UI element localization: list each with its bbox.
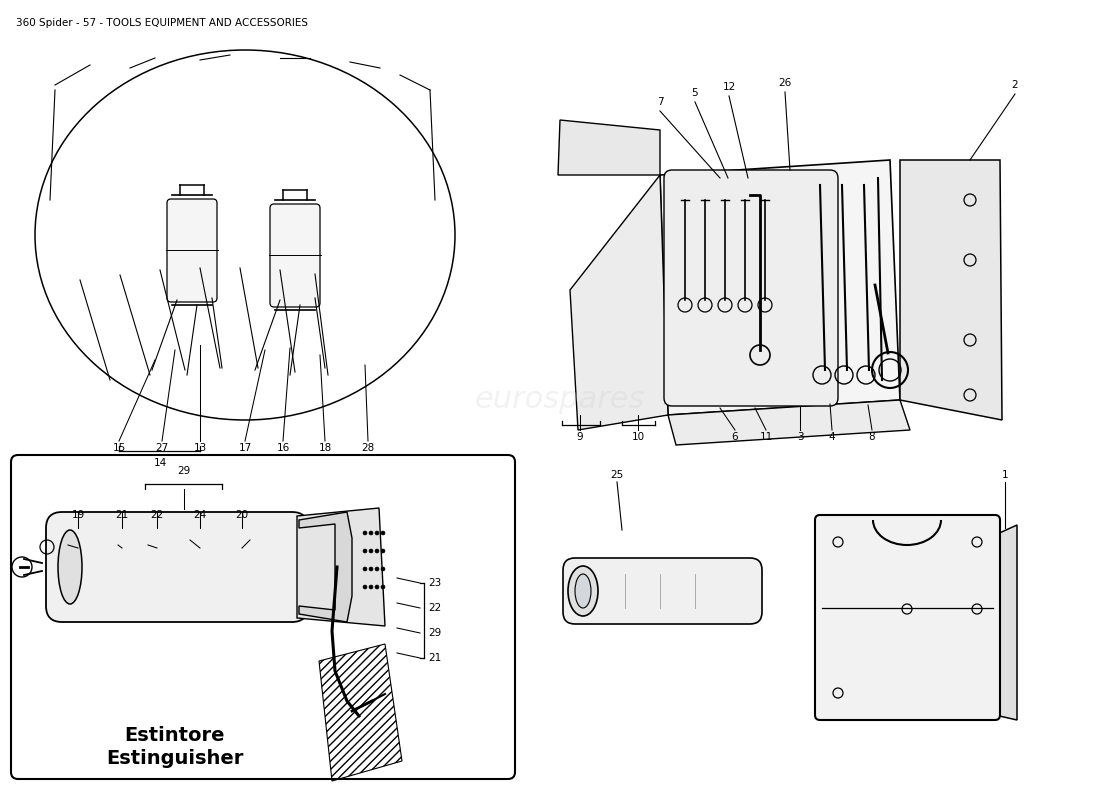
Text: 19: 19 (72, 510, 85, 520)
Polygon shape (996, 525, 1018, 720)
Circle shape (381, 585, 385, 589)
Circle shape (375, 549, 379, 553)
Text: 29: 29 (177, 466, 190, 476)
Text: 14: 14 (153, 458, 166, 468)
FancyBboxPatch shape (815, 515, 1000, 720)
Text: 2: 2 (1012, 80, 1019, 90)
Circle shape (381, 549, 385, 553)
Ellipse shape (575, 574, 591, 608)
Text: 360 Spider - 57 - TOOLS EQUIPMENT AND ACCESSORIES: 360 Spider - 57 - TOOLS EQUIPMENT AND AC… (16, 18, 308, 28)
Text: 24: 24 (194, 510, 207, 520)
Text: 18: 18 (318, 443, 331, 453)
Circle shape (368, 567, 373, 571)
Text: 20: 20 (235, 510, 249, 520)
Circle shape (368, 585, 373, 589)
Text: Estinguisher: Estinguisher (107, 749, 244, 768)
Text: 16: 16 (276, 443, 289, 453)
Text: 1: 1 (1002, 470, 1009, 480)
Polygon shape (299, 512, 352, 622)
Polygon shape (297, 508, 385, 626)
Polygon shape (660, 160, 900, 415)
Circle shape (363, 549, 367, 553)
Text: 26: 26 (779, 78, 792, 88)
Text: 21: 21 (116, 510, 129, 520)
Text: 22: 22 (151, 510, 164, 520)
Text: 8: 8 (869, 432, 876, 442)
Text: 29: 29 (428, 628, 441, 638)
Circle shape (381, 531, 385, 535)
Polygon shape (558, 120, 660, 175)
Text: 6: 6 (732, 432, 738, 442)
Circle shape (363, 531, 367, 535)
Circle shape (375, 567, 379, 571)
Polygon shape (900, 160, 1002, 420)
Ellipse shape (568, 566, 598, 616)
Text: 15: 15 (112, 443, 125, 453)
Text: 7: 7 (657, 97, 663, 107)
Text: 10: 10 (631, 432, 645, 442)
Circle shape (375, 531, 379, 535)
FancyBboxPatch shape (46, 512, 308, 622)
Text: 9: 9 (576, 432, 583, 442)
Circle shape (381, 567, 385, 571)
Text: 11: 11 (759, 432, 772, 442)
Text: 5: 5 (692, 88, 698, 98)
Text: 3: 3 (796, 432, 803, 442)
Text: 22: 22 (428, 603, 441, 613)
FancyBboxPatch shape (563, 558, 762, 624)
Text: 12: 12 (723, 82, 736, 92)
Polygon shape (668, 400, 910, 445)
Text: 17: 17 (239, 443, 252, 453)
Polygon shape (570, 175, 668, 430)
Ellipse shape (58, 530, 82, 604)
Circle shape (368, 549, 373, 553)
FancyBboxPatch shape (664, 170, 838, 406)
Text: Estintore: Estintore (124, 726, 226, 745)
FancyBboxPatch shape (11, 455, 515, 779)
Circle shape (368, 531, 373, 535)
FancyBboxPatch shape (270, 204, 320, 307)
Text: 21: 21 (428, 653, 441, 663)
FancyBboxPatch shape (167, 199, 217, 302)
Text: 25: 25 (610, 470, 624, 480)
Circle shape (363, 567, 367, 571)
Circle shape (363, 585, 367, 589)
Text: eurospares: eurospares (475, 386, 646, 414)
Text: 4: 4 (828, 432, 835, 442)
Text: 28: 28 (362, 443, 375, 453)
Circle shape (375, 585, 379, 589)
Text: 13: 13 (194, 443, 207, 453)
Text: 27: 27 (155, 443, 168, 453)
Text: 23: 23 (428, 578, 441, 588)
